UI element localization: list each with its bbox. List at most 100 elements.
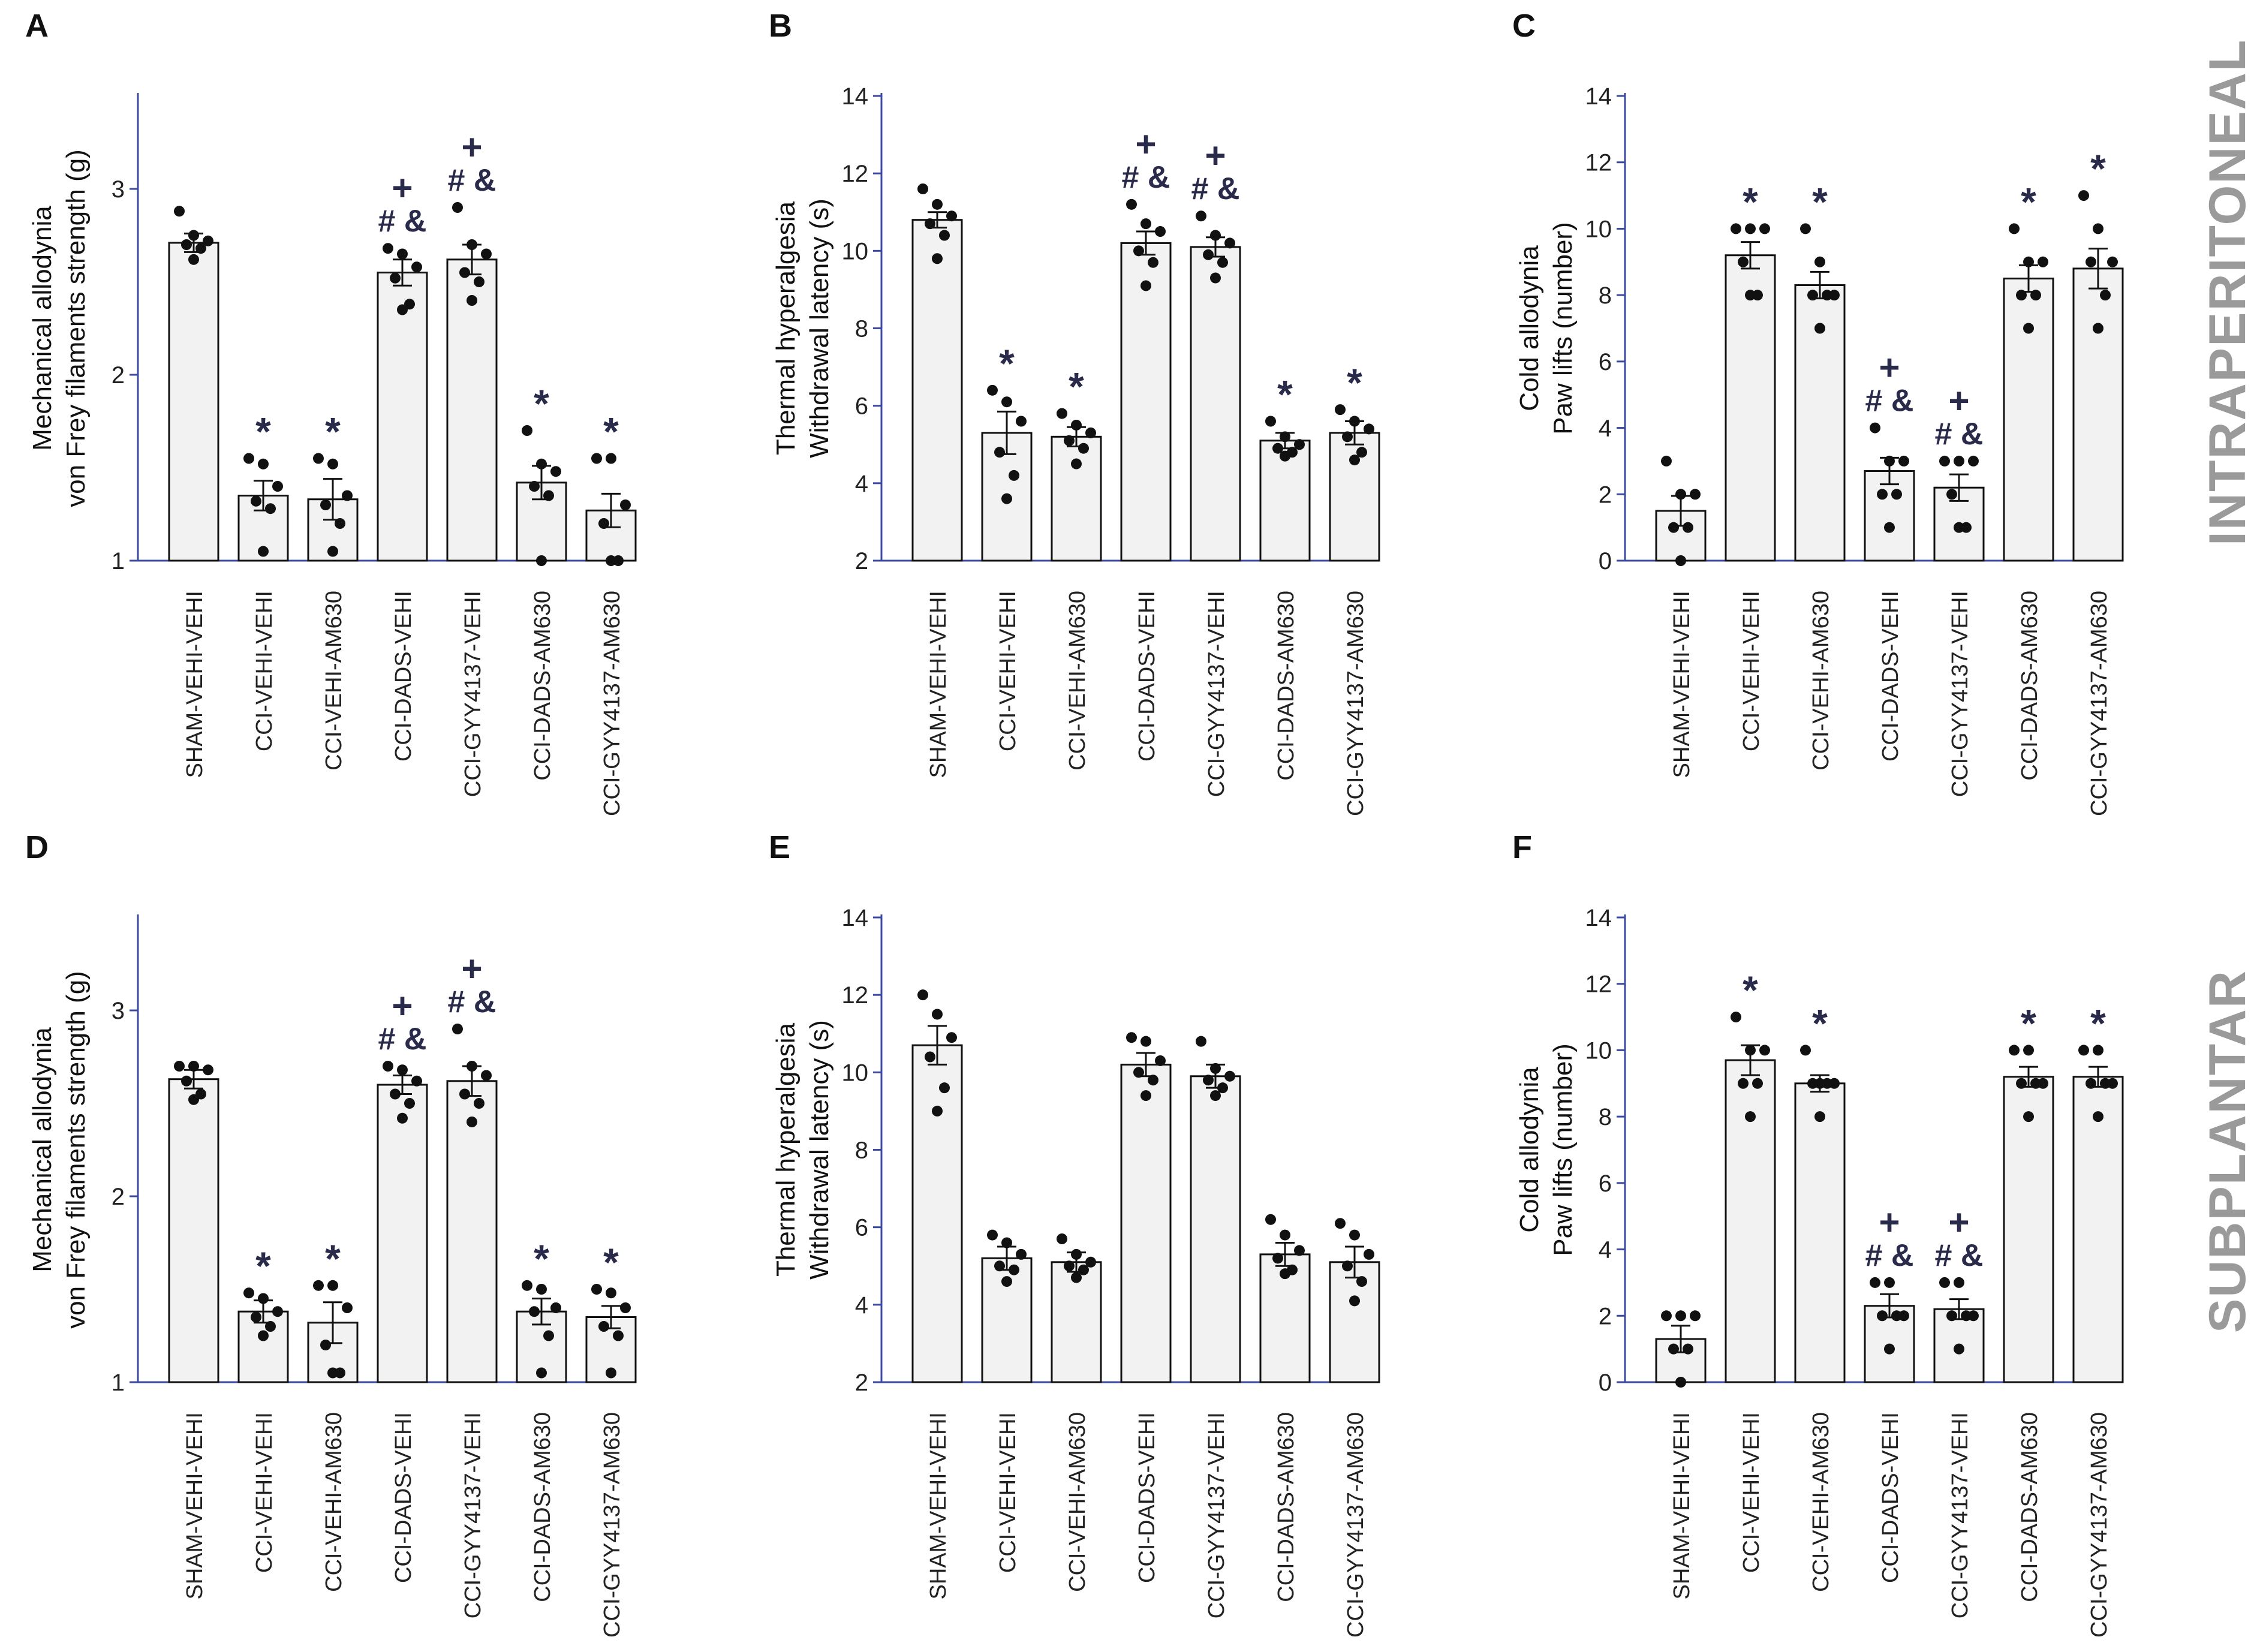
bar <box>1329 1261 1380 1383</box>
data-point <box>1071 419 1082 431</box>
data-point <box>2093 1111 2104 1123</box>
data-point <box>397 1064 408 1076</box>
data-point <box>1675 555 1686 566</box>
data-point <box>1224 1070 1235 1082</box>
data-point <box>1203 249 1214 260</box>
data-point <box>174 1061 185 1072</box>
data-point <box>390 272 401 284</box>
data-point <box>2086 256 2096 267</box>
data-point <box>383 243 393 254</box>
y-axis-label-line: Thermal hyperalgesia <box>771 201 801 455</box>
panel-b: B Thermal hyperalgesia Withdrawal latency… <box>744 0 1487 830</box>
significance-marker: * <box>1069 365 1084 409</box>
significance-marker: * <box>1277 372 1293 417</box>
data-point <box>2030 1078 2041 1089</box>
y-tick-label: 14 <box>842 83 869 110</box>
category-label: CCI-VEHI-AM630 <box>1808 1412 1834 1592</box>
data-point <box>2023 1111 2034 1123</box>
data-point <box>1217 1082 1228 1094</box>
category-label: CCI-DADS-VEHI <box>1134 1412 1160 1583</box>
data-point <box>1203 1075 1214 1086</box>
data-point <box>2023 256 2034 267</box>
significance-marker: + <box>1948 1202 1969 1242</box>
significance-marker: + <box>461 127 482 167</box>
chart-e: Thermal hyperalgesia Withdrawal latency (… <box>771 905 1380 1638</box>
data-point <box>1675 1310 1686 1322</box>
data-point <box>1140 280 1151 291</box>
bar <box>446 1080 498 1383</box>
data-point <box>1877 489 1888 500</box>
data-point <box>258 546 269 557</box>
data-point <box>1155 1055 1166 1066</box>
bar <box>1120 242 1172 562</box>
data-point <box>203 235 213 246</box>
chart-c: Cold allodynia Paw lifts (number) 0 2 4 6 8 10 1… <box>1515 83 2124 816</box>
bar <box>2072 1076 2124 1383</box>
data-point <box>2107 256 2118 267</box>
data-point <box>1057 408 1067 419</box>
data-point <box>529 481 540 492</box>
data-point <box>1738 256 1749 267</box>
significance-marker: # & <box>448 985 496 1019</box>
data-point <box>2030 290 2041 301</box>
data-point <box>543 490 554 501</box>
data-point <box>188 254 199 265</box>
data-point <box>2009 1045 2020 1056</box>
data-point <box>2016 290 2027 301</box>
data-point <box>2100 1078 2111 1089</box>
data-point <box>2093 323 2104 334</box>
data-point <box>1224 237 1235 249</box>
data-point <box>1807 290 1818 301</box>
data-point <box>1272 443 1283 454</box>
bar <box>1864 470 1915 562</box>
data-point <box>411 261 422 273</box>
data-point <box>939 1082 950 1094</box>
data-point <box>522 425 532 436</box>
category-label: CCI-DADS-AM630 <box>2017 591 2042 781</box>
data-point <box>613 1330 624 1341</box>
data-point <box>550 1302 561 1313</box>
category-label: CCI-GYY4137-VEHI <box>1948 591 1973 797</box>
data-point <box>1126 1032 1137 1043</box>
data-point <box>272 481 283 492</box>
data-point <box>1731 223 1741 234</box>
data-point <box>529 1306 540 1317</box>
data-point <box>1280 450 1290 462</box>
y-tick-label: 8 <box>1599 1104 1612 1130</box>
data-point <box>1814 323 1825 334</box>
data-point <box>467 1117 477 1127</box>
data-point <box>411 1075 422 1087</box>
data-point <box>397 1112 408 1124</box>
significance-marker: * <box>1743 968 1758 1012</box>
data-point <box>1272 1253 1283 1264</box>
data-point <box>1217 257 1228 268</box>
data-point <box>536 1284 547 1295</box>
y-axis-label-line: von Frey filaments strength (g) <box>61 149 91 507</box>
data-point <box>397 248 408 260</box>
y-tick-label: 2 <box>1599 482 1612 508</box>
data-point <box>1690 489 1701 500</box>
data-point <box>1807 1078 1818 1089</box>
data-point <box>1210 272 1221 284</box>
data-point <box>591 1284 602 1295</box>
category-label: SHAM-VEHI-VEHI <box>1669 591 1695 778</box>
data-point <box>320 1340 331 1350</box>
data-point <box>1071 1272 1082 1283</box>
category-label: CCI-GYY4137-VEHI <box>1204 591 1229 797</box>
category-label: CCI-GYY4137-VEHI <box>1204 1412 1229 1618</box>
data-point <box>1745 290 1756 301</box>
data-point <box>1731 1012 1741 1023</box>
bar <box>2072 267 2124 562</box>
data-point <box>1196 210 1206 222</box>
data-point <box>1155 226 1166 237</box>
data-point <box>2078 190 2089 201</box>
data-point <box>536 1367 547 1379</box>
data-point <box>917 989 928 1001</box>
significance-marker: # & <box>448 163 496 198</box>
y-tick-label: 2 <box>1599 1303 1612 1329</box>
category-label: CCI-GYY4137-AM630 <box>600 1412 625 1638</box>
data-point <box>243 453 254 464</box>
data-point <box>195 243 206 254</box>
y-tick-label: 6 <box>855 393 868 420</box>
data-point <box>543 1330 554 1341</box>
